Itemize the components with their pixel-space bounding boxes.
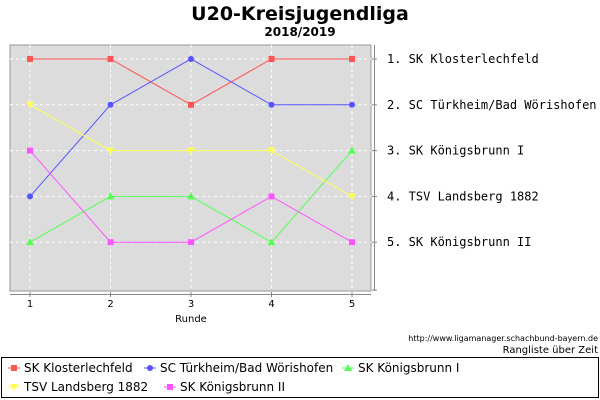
legend-label: SC Türkheim/Bad Wörishofen [160, 361, 333, 375]
data-point [349, 101, 355, 108]
legend-item: TSV Landsberg 1882 [8, 380, 148, 394]
data-point [26, 238, 34, 246]
legend-item: SK Königsbrunn II [164, 380, 285, 394]
data-point [267, 147, 276, 155]
legend [1, 357, 599, 398]
series [27, 147, 355, 246]
data-point [106, 147, 115, 155]
rank-axis: 1. SK Klosterlechfeld 2. SC Türkheim/Bad … [372, 45, 597, 291]
data-point [349, 239, 355, 246]
x-tick-label: 5 [349, 299, 355, 310]
chart-note: Rangliste über Zeit [503, 345, 598, 356]
series-group [26, 56, 356, 246]
data-point [187, 147, 195, 155]
series [27, 56, 355, 108]
legend-swatch-marker [11, 365, 17, 371]
legend-label: SK Königsbrunn I [358, 361, 459, 375]
chart-subtitle: 2018/2019 [264, 25, 335, 39]
data-point [267, 238, 276, 246]
data-point [27, 193, 33, 200]
data-point [107, 56, 114, 62]
legend-items: SK Klosterlechfeld SC Türkheim/Bad Wörish… [8, 361, 459, 394]
data-point [26, 101, 34, 109]
legend-swatch-marker [167, 384, 173, 390]
legend-swatch-marker [147, 365, 153, 371]
x-tick-label: 3 [188, 299, 194, 310]
data-point [188, 239, 194, 246]
legend-item: SC Türkheim/Bad Wörishofen [144, 361, 333, 375]
rank-label: 1. SK Klosterlechfeld [387, 52, 539, 66]
legend-label: SK Klosterlechfeld [24, 361, 133, 375]
source-url: http://www.ligamanager.schachbund-bayern… [408, 334, 598, 343]
rank-label: 5. SK Königsbrunn II [387, 235, 532, 249]
data-point [268, 56, 275, 62]
data-point [106, 192, 115, 200]
x-tick-label: 1 [27, 299, 33, 310]
chart-title: U20-Kreisjugendliga [191, 3, 409, 25]
legend-label: TSV Landsberg 1882 [23, 380, 148, 394]
x-axis: 1 2 3 4 5 [10, 292, 371, 310]
rank-label: 4. TSV Landsberg 1882 [387, 189, 539, 203]
data-point [187, 192, 195, 200]
x-tick-label: 4 [268, 299, 274, 310]
rank-label: 3. SK Königsbrunn I [387, 144, 524, 158]
legend-label: SK Königsbrunn II [180, 380, 285, 394]
x-axis-label: Runde [175, 314, 207, 325]
data-point [27, 147, 33, 154]
data-point [268, 101, 275, 108]
series [26, 101, 356, 201]
data-point [107, 101, 114, 108]
data-point [107, 239, 114, 246]
data-point [348, 193, 356, 201]
x-tick-label: 2 [107, 299, 113, 310]
data-point [348, 146, 356, 154]
data-point [188, 56, 194, 62]
rank-label: 2. SC Türkheim/Bad Wörishofen [387, 98, 597, 112]
legend-swatch-marker [10, 384, 18, 391]
legend-item: SK Königsbrunn I [342, 361, 459, 375]
legend-swatch-marker [344, 364, 352, 371]
data-point [27, 56, 33, 62]
data-point [349, 56, 355, 62]
data-point [188, 101, 194, 108]
legend-item: SK Klosterlechfeld [8, 361, 133, 375]
data-point [268, 193, 275, 200]
